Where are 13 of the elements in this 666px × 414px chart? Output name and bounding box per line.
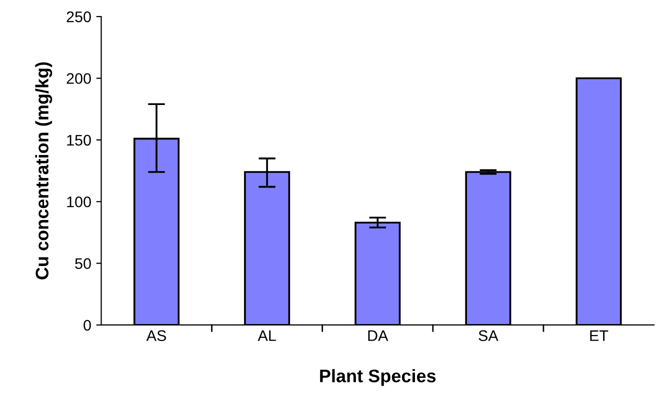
x-tick-label: AS <box>146 330 166 342</box>
y-tick-label: 150 <box>67 134 91 146</box>
x-tick-label: ET <box>590 330 608 341</box>
y-axis-title: Cu concentration (mg/kg) <box>35 62 52 280</box>
y-tick-label: 250 <box>66 11 91 22</box>
y-tick-label: 50 <box>75 258 91 269</box>
y-tick-label: 100 <box>67 196 91 208</box>
x-tick-label: DA <box>368 330 388 341</box>
y-tick-label: 0 <box>84 320 91 331</box>
x-tick-label: AL <box>258 330 276 341</box>
x-axis-title: Plant Species <box>320 369 436 386</box>
x-tick-label: SA <box>478 330 498 342</box>
y-tick-label: 200 <box>66 73 91 84</box>
